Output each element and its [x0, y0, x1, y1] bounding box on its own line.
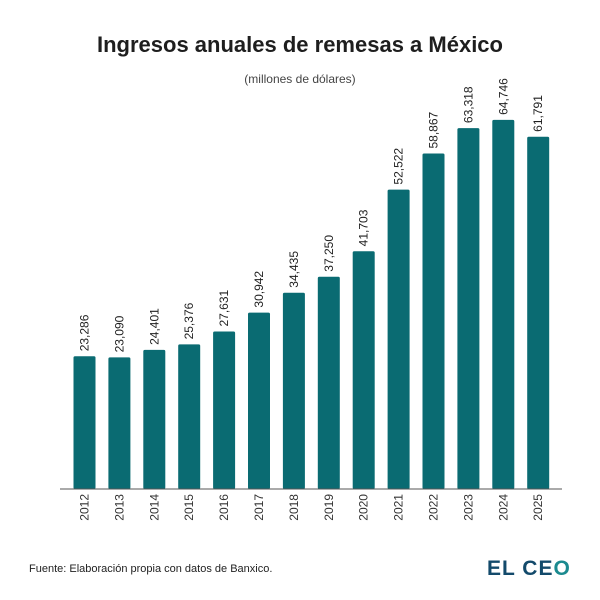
x-tick-label-2022: 2022 — [427, 494, 441, 521]
chart-title: Ingresos anuales de remesas a México — [97, 32, 503, 57]
bar-2015 — [178, 344, 201, 489]
bar-2013 — [108, 357, 131, 489]
value-label-2018: 34,435 — [287, 251, 301, 288]
x-tick-label-2017: 2017 — [252, 494, 266, 521]
value-label-2016: 27,631 — [217, 289, 231, 326]
x-tick-label-2021: 2021 — [392, 494, 406, 521]
x-tick-label-2016: 2016 — [217, 494, 231, 521]
value-label-2017: 30,942 — [252, 271, 266, 308]
bar-2024 — [492, 119, 515, 490]
x-tick-label-2019: 2019 — [322, 494, 336, 521]
x-tick-label-2020: 2020 — [357, 494, 371, 521]
bar-2021 — [387, 189, 410, 489]
bar-2017 — [248, 312, 270, 489]
bar-2023 — [457, 128, 480, 489]
brand-logo: EL CEO — [487, 557, 571, 580]
bar-2019 — [317, 276, 340, 489]
bar-2025 — [527, 136, 550, 490]
value-label-2019: 37,250 — [322, 235, 336, 272]
value-label-2022: 58,867 — [427, 111, 441, 148]
value-label-2025: 61,791 — [531, 95, 545, 132]
source-note: Fuente: Elaboración propia con datos de … — [29, 563, 273, 575]
value-label-2013: 23,090 — [112, 315, 126, 352]
x-tick-label-2013: 2013 — [112, 494, 126, 521]
value-label-2014: 24,401 — [147, 308, 161, 345]
bar-2012 — [73, 356, 96, 489]
chart-subtitle: (millones de dólares) — [244, 72, 356, 86]
value-label-2021: 52,522 — [392, 148, 406, 185]
bar-2014 — [143, 349, 166, 489]
value-label-2012: 23,286 — [78, 314, 92, 351]
x-tick-label-2023: 2023 — [461, 494, 475, 521]
bars-group — [73, 119, 550, 490]
value-label-2020: 41,703 — [357, 209, 371, 246]
x-tick-label-2024: 2024 — [496, 494, 510, 521]
bar-2020 — [352, 251, 375, 489]
x-tick-label-2014: 2014 — [147, 494, 161, 521]
x-tick-label-2018: 2018 — [287, 494, 301, 521]
x-tick-label-2025: 2025 — [531, 494, 545, 521]
bar-2018 — [282, 292, 305, 489]
x-tick-label-2015: 2015 — [182, 494, 196, 521]
bar-2022 — [422, 153, 445, 489]
value-label-2023: 63,318 — [461, 86, 475, 123]
value-label-2015: 25,376 — [182, 302, 196, 339]
value-label-2024: 64,746 — [496, 78, 510, 115]
x-tick-labels-group: 2012 2013 2014 2015 2016 2017 2018 2019 2020 2021… — [78, 494, 546, 521]
bar-2016 — [213, 331, 236, 489]
value-labels-group: 23,286 23,090 24,401 25,376 27,631 30,942 34,4… — [78, 78, 546, 353]
x-tick-label-2012: 2012 — [78, 494, 92, 521]
